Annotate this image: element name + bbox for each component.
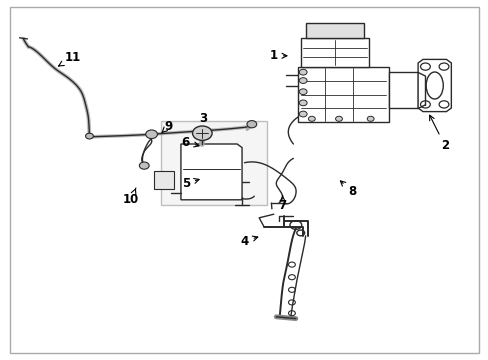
Bar bbox=[305, 23, 364, 38]
Text: 3: 3 bbox=[199, 112, 206, 125]
Bar bbox=[161, 121, 266, 205]
Circle shape bbox=[299, 100, 306, 106]
Text: 10: 10 bbox=[122, 188, 139, 206]
Text: 6: 6 bbox=[182, 136, 199, 149]
Text: 8: 8 bbox=[340, 181, 355, 198]
Circle shape bbox=[85, 133, 93, 139]
Text: 5: 5 bbox=[182, 177, 199, 190]
Bar bbox=[154, 171, 173, 189]
Circle shape bbox=[192, 126, 212, 140]
Bar bbox=[298, 67, 388, 122]
Text: 9: 9 bbox=[162, 120, 172, 133]
Text: 1: 1 bbox=[269, 49, 286, 62]
Circle shape bbox=[299, 89, 306, 95]
Circle shape bbox=[299, 78, 306, 84]
Polygon shape bbox=[181, 144, 242, 200]
Bar bbox=[388, 72, 417, 108]
Circle shape bbox=[246, 121, 256, 128]
Bar bbox=[300, 38, 368, 67]
Polygon shape bbox=[417, 59, 450, 112]
Text: 7: 7 bbox=[278, 196, 286, 212]
Circle shape bbox=[366, 116, 373, 121]
Circle shape bbox=[308, 116, 315, 121]
Circle shape bbox=[139, 162, 149, 169]
Circle shape bbox=[299, 69, 306, 75]
Circle shape bbox=[145, 130, 157, 139]
Text: 4: 4 bbox=[240, 235, 257, 248]
Text: 11: 11 bbox=[59, 51, 81, 66]
Circle shape bbox=[335, 116, 342, 121]
Circle shape bbox=[299, 111, 306, 117]
Text: 2: 2 bbox=[429, 115, 448, 152]
